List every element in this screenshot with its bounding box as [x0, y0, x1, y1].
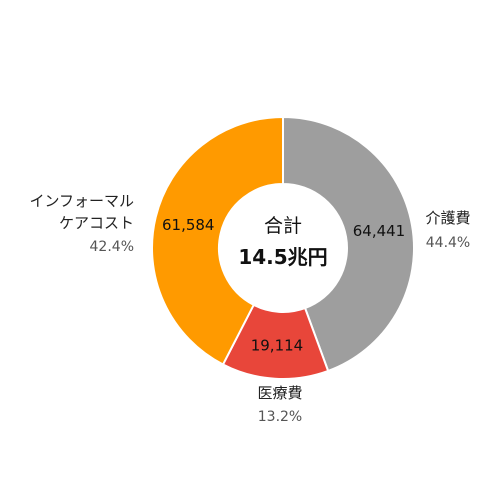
center-total: 14.5兆円 — [238, 245, 327, 269]
category-label-iryo: 医療費 — [257, 384, 302, 402]
category-percent-iryo: 13.2% — [258, 409, 302, 425]
category-percent-informal: 42.4% — [90, 239, 134, 255]
category-label-informal-line1: インフォーマル — [29, 192, 134, 210]
slice-kaigo — [282, 115, 415, 373]
slice-value-labels: 64,441 19,114 61,584 — [162, 216, 405, 354]
slice-value-informal: 61,584 — [162, 216, 215, 234]
donut-slices — [151, 115, 415, 380]
category-label-informal-line2: ケアコスト — [59, 214, 134, 232]
category-label-kaigo: 介護費 — [425, 209, 470, 227]
center-label: 合計 — [264, 215, 302, 237]
slice-value-iryo: 19,114 — [251, 336, 304, 354]
slice-informal — [151, 115, 284, 366]
category-percent-kaigo: 44.4% — [426, 235, 470, 251]
slice-value-kaigo: 64,441 — [353, 222, 406, 240]
